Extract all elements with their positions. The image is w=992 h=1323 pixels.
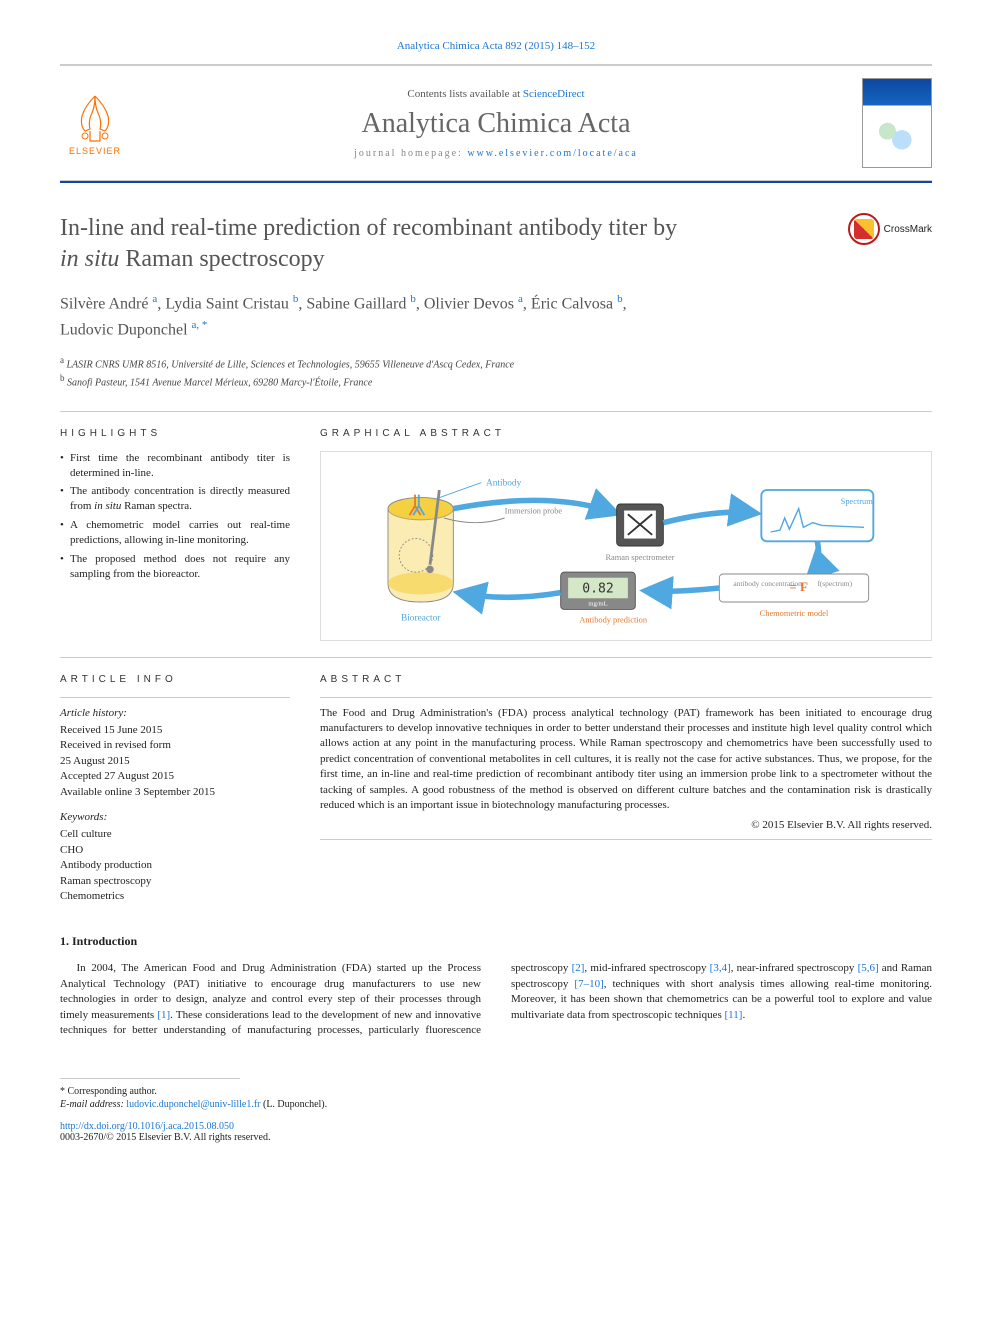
graphical-abstract-svg: Bioreactor Antibody Immersion probe (331, 462, 921, 630)
revised-label: Received in revised form (60, 738, 290, 753)
journal-cover-thumb (862, 78, 932, 168)
crossmark-widget[interactable]: CrossMark (848, 213, 932, 245)
intro-body: In 2004, The American Food and Drug Admi… (60, 961, 932, 1038)
copyright: © 2015 Elsevier B.V. All rights reserved… (320, 819, 932, 831)
abstract-label: ABSTRACT (320, 674, 932, 685)
corresponding-author: * Corresponding author. (60, 1085, 932, 1098)
received-date: Received 15 June 2015 (60, 723, 290, 738)
author-6-aff: a, (192, 319, 202, 331)
article-info-label: ARTICLE INFO (60, 674, 290, 685)
svg-text:mg/mL: mg/mL (588, 600, 607, 607)
journal-banner: ELSEVIER Contents lists available at Sci… (60, 64, 932, 181)
article-info: Article history: Received 15 June 2015 R… (60, 706, 290, 905)
contents-prefix: Contents lists available at (407, 88, 522, 100)
abstract-text: The Food and Drug Administration's (FDA)… (320, 706, 932, 814)
elsevier-text: ELSEVIER (69, 146, 121, 156)
affiliation-a: LASIR CNRS UMR 8516, Université de Lille… (67, 359, 515, 370)
title-part1: In-line and real-time prediction of reco… (60, 215, 677, 241)
graphical-abstract: Bioreactor Antibody Immersion probe (320, 451, 932, 641)
ref-2[interactable]: [2] (572, 962, 585, 974)
ref-4[interactable]: [5,6] (858, 962, 879, 974)
elsevier-tree-icon (70, 91, 120, 146)
author-6-corr: * (202, 319, 208, 331)
svg-text:Antibody: Antibody (486, 478, 522, 488)
graphical-abstract-label: GRAPHICAL ABSTRACT (320, 428, 932, 439)
author-5-aff: b (617, 293, 623, 305)
keyword-5: Chemometrics (60, 889, 290, 904)
keyword-4: Raman spectroscopy (60, 874, 290, 889)
crossmark-badge-icon (848, 213, 880, 245)
highlight-2: The antibody concentration is directly m… (60, 484, 290, 514)
email-label: E-mail address: (60, 1099, 126, 1110)
affiliations: a LASIR CNRS UMR 8516, Université de Lil… (60, 354, 932, 391)
title-part2: Raman spectroscopy (119, 246, 324, 272)
journal-name: Analytica Chimica Acta (150, 108, 842, 140)
crossmark-label: CrossMark (884, 224, 932, 235)
keyword-2: CHO (60, 843, 290, 858)
ref-3[interactable]: [3,4] (710, 962, 731, 974)
ref-6[interactable]: [11] (725, 1009, 743, 1021)
homepage-prefix: journal homepage: (354, 148, 467, 159)
author-5: , Éric Calvosa (523, 296, 617, 313)
online-date: Available online 3 September 2015 (60, 785, 290, 800)
highlights-list: First time the recombinant antibody tite… (60, 451, 290, 582)
ga-bioreactor-label: Bioreactor (401, 613, 441, 623)
keyword-1: Cell culture (60, 827, 290, 842)
highlights-label: HIGHLIGHTS (60, 428, 290, 439)
svg-text:Chemometric model: Chemometric model (760, 609, 829, 618)
title-italic: in situ (60, 246, 119, 272)
ref-5[interactable]: [7–10] (574, 978, 603, 990)
history-heading: Article history: (60, 706, 290, 721)
ref-1[interactable]: [1] (157, 1009, 170, 1021)
issn-line: 0003-2670/© 2015 Elsevier B.V. All right… (60, 1132, 932, 1143)
header-citation: Analytica Chimica Acta 892 (2015) 148–15… (60, 40, 932, 52)
svg-text:Antibody prediction: Antibody prediction (579, 615, 647, 624)
homepage-line: journal homepage: www.elsevier.com/locat… (150, 148, 842, 159)
revised-date: 25 August 2015 (60, 754, 290, 769)
highlight-1: First time the recombinant antibody tite… (60, 451, 290, 481)
homepage-link[interactable]: www.elsevier.com/locate/aca (467, 148, 638, 159)
keyword-3: Antibody production (60, 858, 290, 873)
svg-text:= F: = F (789, 578, 808, 593)
email-name: (L. Duponchel). (260, 1099, 327, 1110)
svg-text:f(spectrum): f(spectrum) (817, 579, 852, 588)
elsevier-logo: ELSEVIER (60, 83, 130, 163)
footer-notes: * Corresponding author. E-mail address: … (60, 1085, 932, 1111)
author-2: , Lydia Saint Cristau (157, 296, 293, 313)
author-3: , Sabine Gaillard (298, 296, 410, 313)
highlight-4: The proposed method does not require any… (60, 552, 290, 582)
keywords-heading: Keywords: (60, 810, 290, 825)
author-6: Ludovic Duponchel (60, 321, 192, 338)
accepted-date: Accepted 27 August 2015 (60, 769, 290, 784)
intro-heading: 1. Introduction (60, 934, 932, 949)
author-email-link[interactable]: ludovic.duponchel@univ-lille1.fr (126, 1099, 260, 1110)
svg-text:Immersion probe: Immersion probe (505, 506, 563, 515)
affiliation-b: Sanofi Pasteur, 1541 Avenue Marcel Mérie… (67, 378, 372, 389)
sciencedirect-link[interactable]: ScienceDirect (523, 88, 585, 100)
authors-list: Silvère André a, Lydia Saint Cristau b, … (60, 291, 932, 342)
author-4: , Olivier Devos (416, 296, 518, 313)
highlight-3: A chemometric model carries out real-tim… (60, 518, 290, 548)
article-title: In-line and real-time prediction of reco… (60, 213, 828, 275)
svg-text:0.82: 0.82 (582, 581, 613, 596)
author-1: Silvère André (60, 296, 152, 313)
svg-text:Raman spectrometer: Raman spectrometer (605, 553, 674, 562)
svg-text:Spectrum: Spectrum (841, 497, 874, 506)
doi-link[interactable]: http://dx.doi.org/10.1016/j.aca.2015.08.… (60, 1121, 234, 1132)
contents-line: Contents lists available at ScienceDirec… (150, 88, 842, 100)
